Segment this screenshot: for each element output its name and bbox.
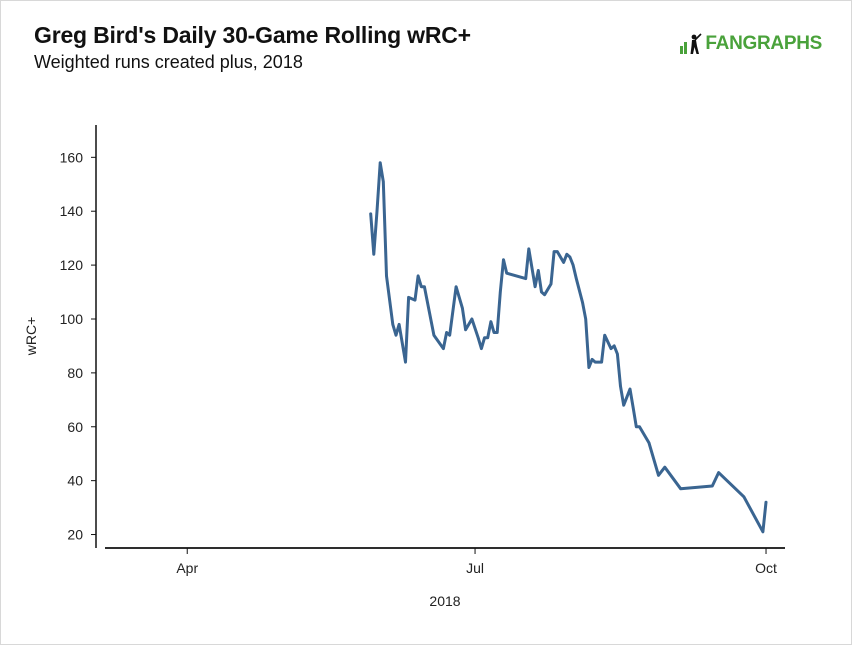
data-point — [603, 333, 606, 337]
data-point — [543, 293, 546, 296]
x-tick-label: Oct — [755, 560, 777, 576]
data-point — [742, 495, 746, 499]
y-axis: 20 40 60 80 100 120 140 160 — [60, 125, 97, 548]
data-point — [537, 269, 540, 272]
y-tick-label: 80 — [67, 365, 83, 381]
data-point — [638, 425, 641, 428]
data-point — [495, 331, 499, 334]
chart-subtitle: Weighted runs created plus, 2018 — [34, 52, 303, 72]
batter-logo-icon — [680, 33, 702, 54]
data-point — [527, 247, 531, 251]
data-point — [372, 253, 376, 256]
data-point — [663, 465, 667, 469]
data-point — [609, 347, 613, 350]
brand-wordmark: FANGRAPHS — [705, 33, 822, 54]
data-point — [423, 285, 426, 288]
data-point — [378, 161, 382, 164]
data-point — [470, 317, 474, 321]
data-point — [565, 253, 568, 256]
data-point — [552, 250, 556, 253]
data-point — [556, 250, 559, 253]
y-tick-label: 140 — [60, 203, 84, 219]
data-point — [625, 395, 629, 399]
data-point — [407, 296, 410, 299]
data-point — [540, 290, 543, 294]
data-point — [483, 336, 486, 340]
data-point — [717, 471, 720, 474]
data-point — [647, 441, 651, 445]
y-axis-title: wRC+ — [23, 317, 39, 357]
data-point — [581, 301, 584, 305]
data-point — [764, 500, 768, 504]
data-point — [420, 285, 423, 288]
y-tick-label: 120 — [60, 257, 84, 273]
data-point — [464, 328, 467, 331]
data-point — [486, 336, 489, 340]
data-point — [502, 258, 505, 261]
data-point — [761, 530, 765, 534]
y-tick-label: 100 — [60, 311, 84, 327]
data-point — [613, 344, 616, 348]
y-tick-label: 40 — [67, 473, 83, 489]
data-point — [622, 404, 625, 407]
data-point — [628, 387, 632, 391]
data-point — [492, 331, 496, 334]
data-point — [480, 347, 483, 350]
series-line — [369, 161, 768, 534]
data-point — [413, 298, 417, 302]
data-point — [454, 285, 458, 288]
data-point — [590, 358, 594, 361]
data-point — [619, 385, 622, 388]
data-point — [631, 406, 635, 410]
data-point — [505, 271, 508, 275]
data-point — [404, 360, 407, 364]
x-axis: Apr Jul Oct — [105, 547, 785, 576]
data-point — [584, 317, 587, 321]
data-point — [657, 474, 660, 477]
data-point — [711, 484, 714, 488]
data-point — [382, 180, 385, 183]
data-point — [568, 255, 572, 259]
plot-area — [369, 161, 768, 534]
chart-title: Greg Bird's Daily 30-Game Rolling wRC+ — [34, 22, 471, 48]
fangraphs-logo: FANGRAPHS — [680, 33, 822, 55]
y-tick-label: 160 — [60, 149, 84, 165]
data-point — [445, 331, 448, 334]
data-point — [571, 263, 575, 267]
data-point — [394, 333, 398, 337]
data-point — [397, 323, 401, 326]
data-point — [600, 360, 603, 364]
data-point — [448, 333, 451, 337]
data-point — [616, 352, 619, 356]
data-point — [369, 212, 372, 216]
y-tick-label: 20 — [67, 527, 83, 543]
y-tick-label: 60 — [67, 419, 83, 435]
data-point — [679, 487, 682, 490]
data-point — [635, 425, 638, 428]
data-point — [562, 261, 565, 264]
data-point — [375, 210, 379, 213]
data-point — [416, 274, 420, 278]
data-point — [385, 274, 388, 278]
data-point — [477, 336, 480, 340]
data-point — [533, 285, 537, 288]
data-point — [499, 290, 502, 294]
data-point — [442, 347, 445, 350]
data-point — [461, 307, 464, 310]
x-axis-title: 2018 — [429, 593, 460, 609]
data-point — [575, 277, 578, 280]
data-point — [391, 323, 395, 326]
data-point — [489, 320, 493, 323]
data-point — [549, 282, 553, 286]
data-point — [587, 366, 591, 369]
data-point — [432, 333, 436, 337]
data-point — [524, 277, 527, 280]
data-point — [597, 360, 600, 364]
x-tick-label: Apr — [176, 560, 198, 576]
data-point — [594, 360, 597, 364]
x-tick-label: Jul — [466, 560, 484, 576]
